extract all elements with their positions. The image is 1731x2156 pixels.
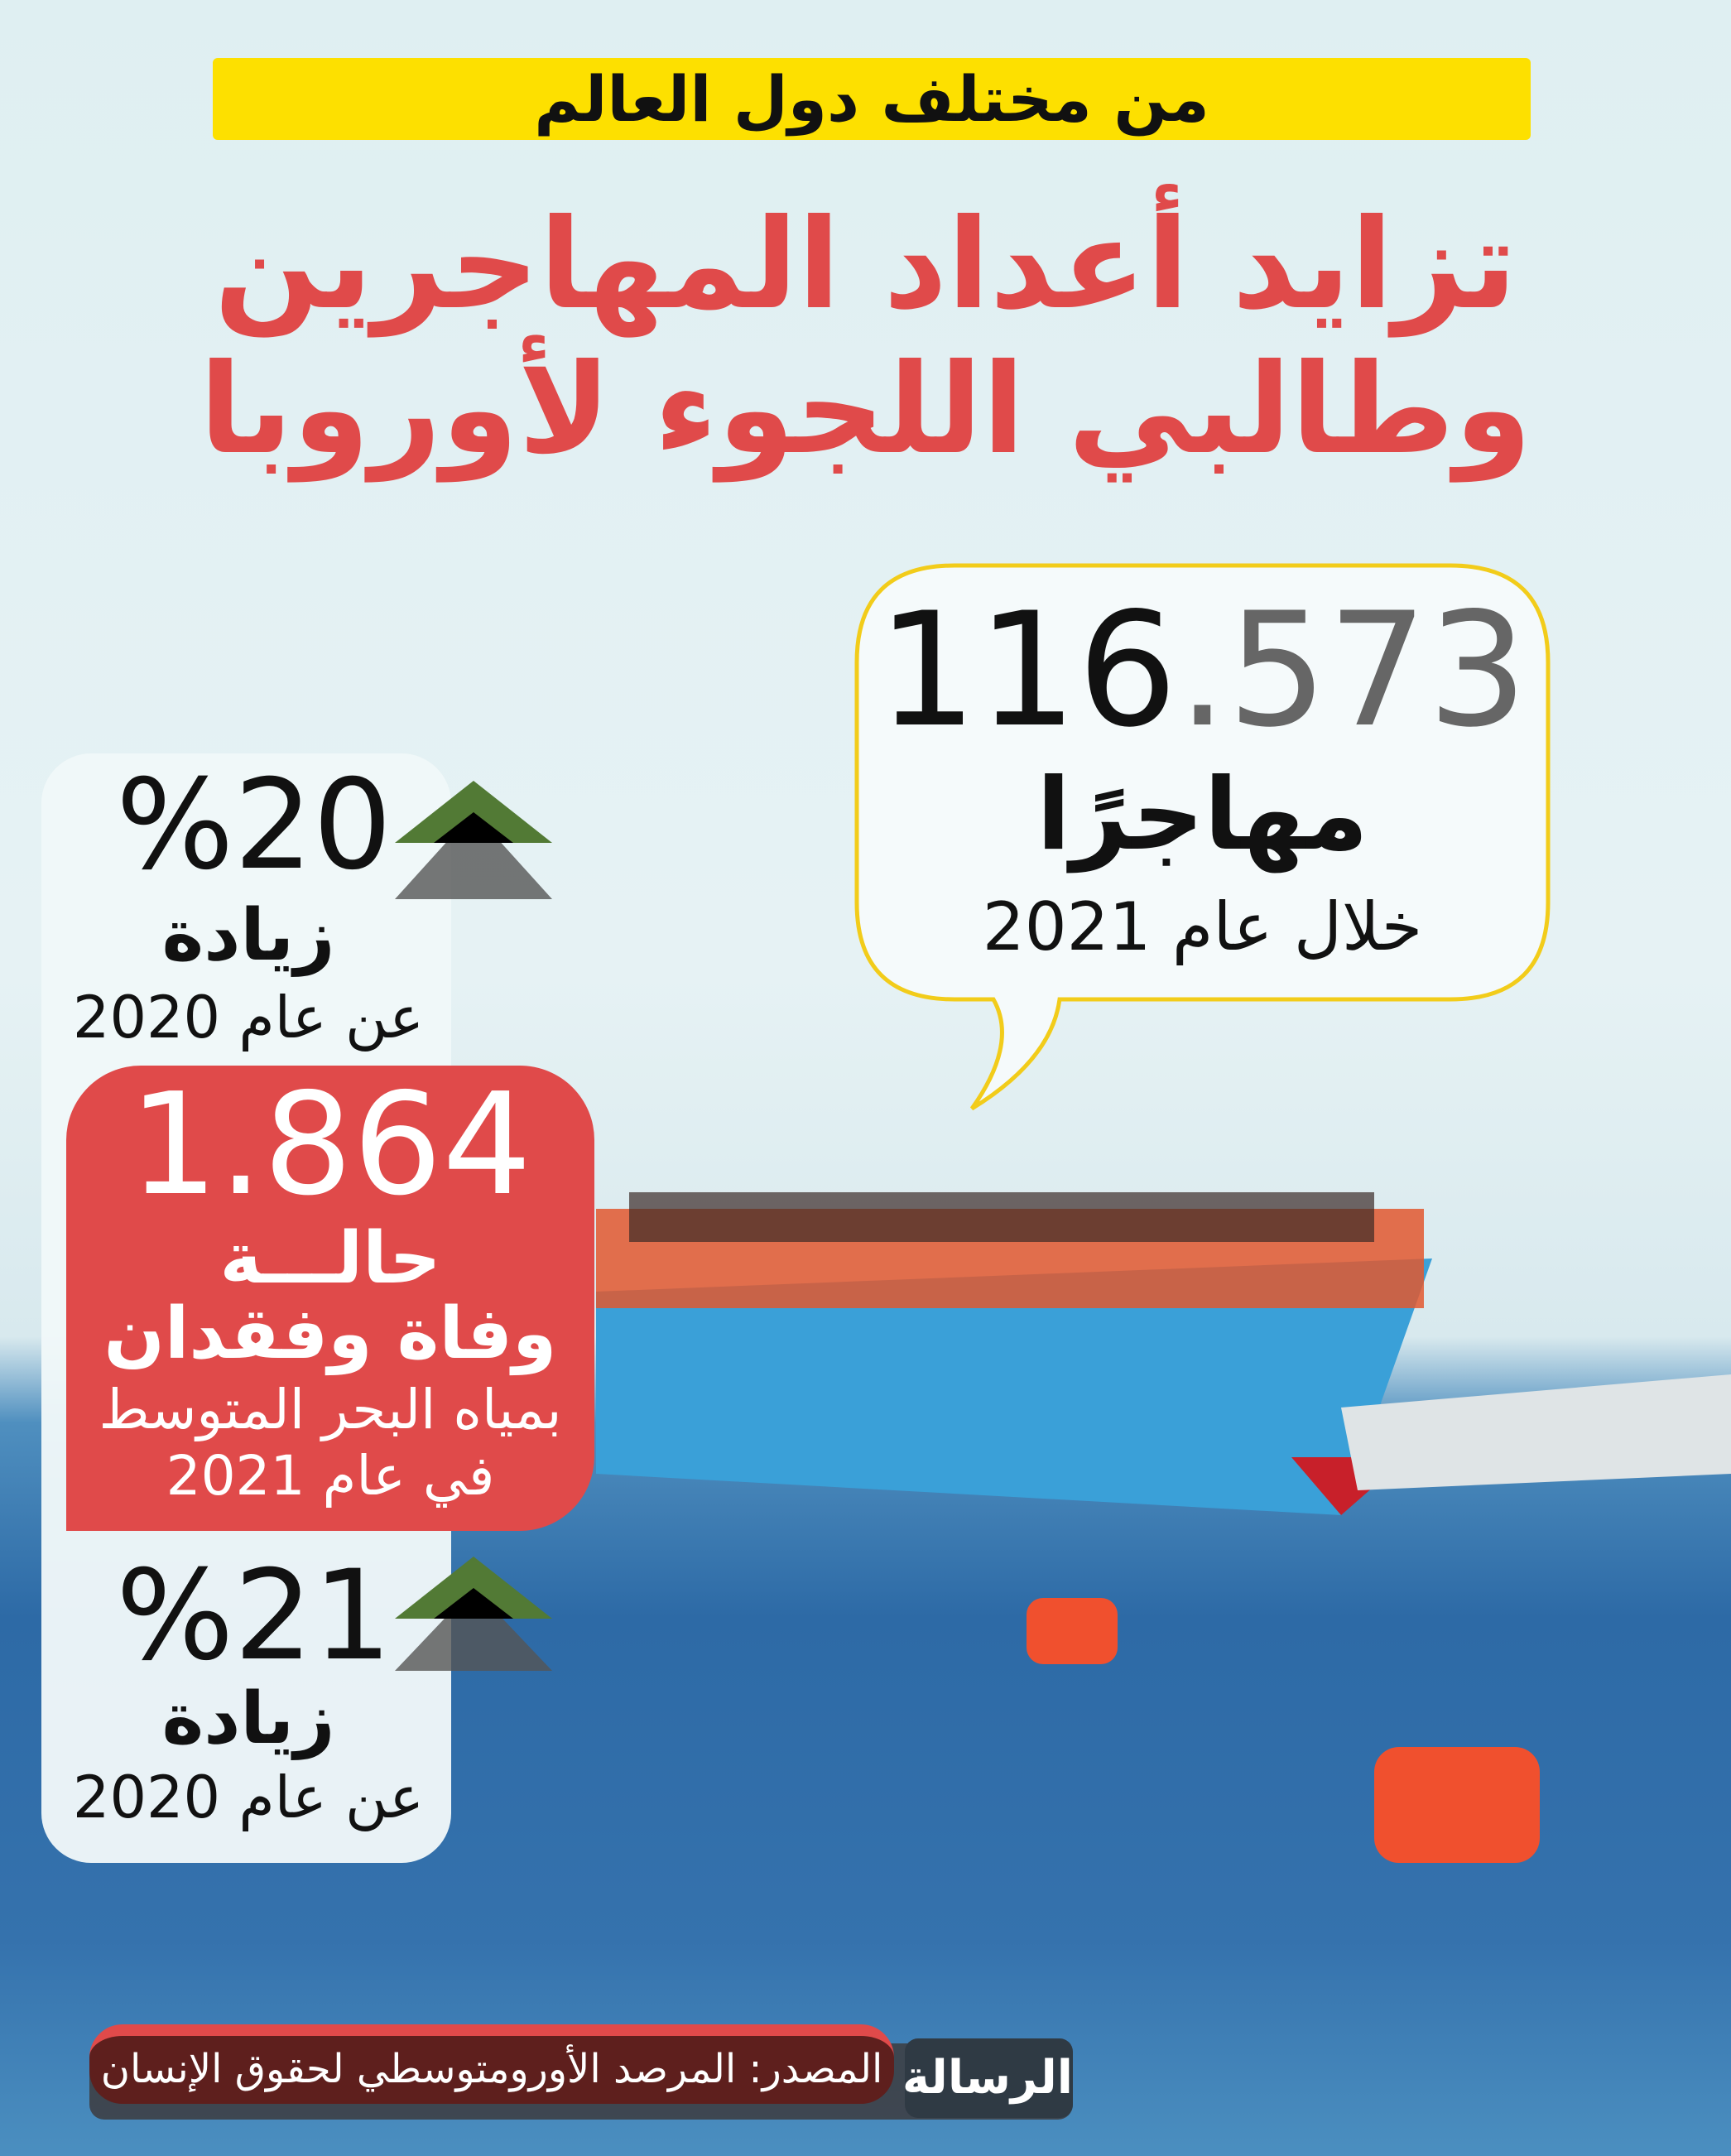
title-line-2: وطالبي اللجوء لأوروبا: [199, 338, 1532, 482]
kicker-banner: من مختلف دول العالم: [213, 58, 1531, 140]
top-percent: %20: [116, 753, 392, 898]
deaths-line-1: حالـــة: [219, 1217, 441, 1300]
bottom-compare: عن عام 2020: [72, 1764, 425, 1831]
deaths-line-4: في عام 2021: [166, 1444, 495, 1508]
deaths-box: [66, 1066, 594, 1531]
migrants-count-dec: .573: [1177, 579, 1528, 762]
up-arrow-triangles-icon: [395, 1557, 552, 1671]
title-line-1: تزايد أعداد المهاجرين: [214, 193, 1517, 337]
up-arrow-triangles-icon: [395, 781, 552, 899]
bottom-percent: %21: [116, 1544, 392, 1688]
migrants-label: مهاجرًا: [1036, 758, 1368, 873]
deaths-line-3: بمياه البحر المتوسط: [99, 1378, 562, 1441]
source-label: المصدر: المرصد الأورومتوسطي لحقوق الإنسا…: [89, 2024, 894, 2104]
bottom-increase-label: زيادة: [161, 1677, 335, 1760]
top-compare: عن عام 2020: [72, 984, 425, 1052]
deaths-line-2: وفاة وفقدان: [103, 1292, 557, 1375]
brand-logo: الرسالة: [902, 2038, 1073, 2118]
deaths-count: 1.864: [128, 1063, 532, 1227]
migrants-count-int: 116: [877, 579, 1178, 762]
top-increase-label: زيادة: [161, 894, 335, 977]
migrants-period: خلال عام 2021: [982, 888, 1423, 965]
migrants-count: 116.573: [855, 580, 1550, 762]
